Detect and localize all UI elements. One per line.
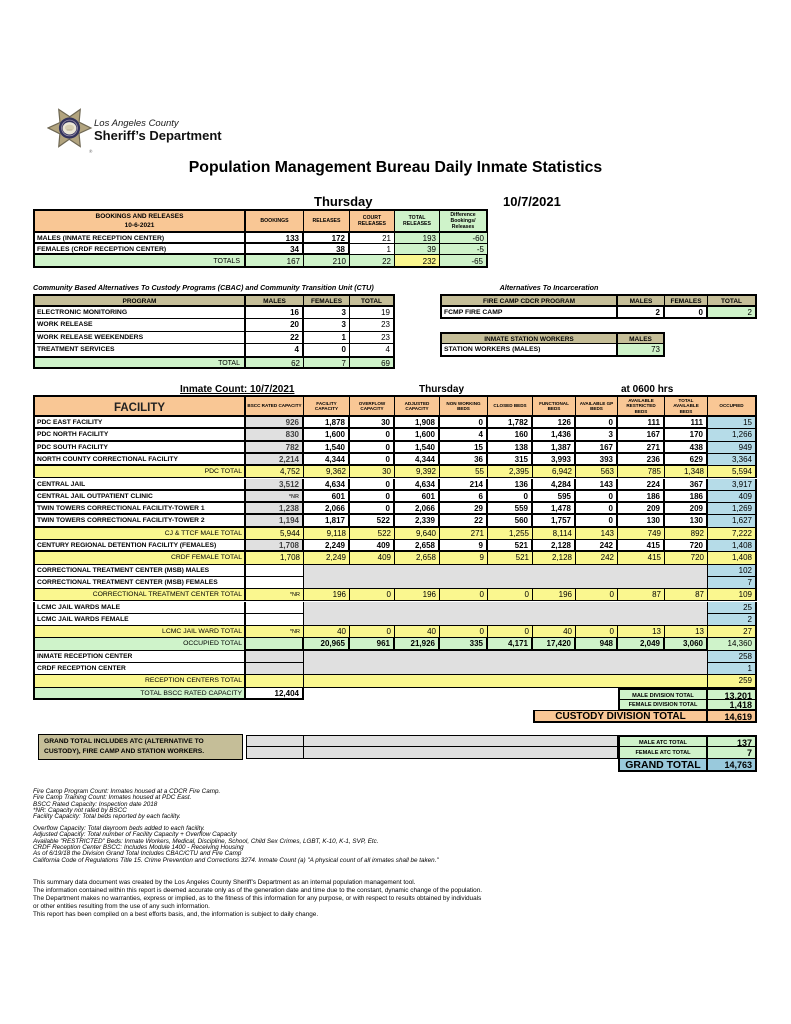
svg-text:®: ® <box>89 148 93 154</box>
